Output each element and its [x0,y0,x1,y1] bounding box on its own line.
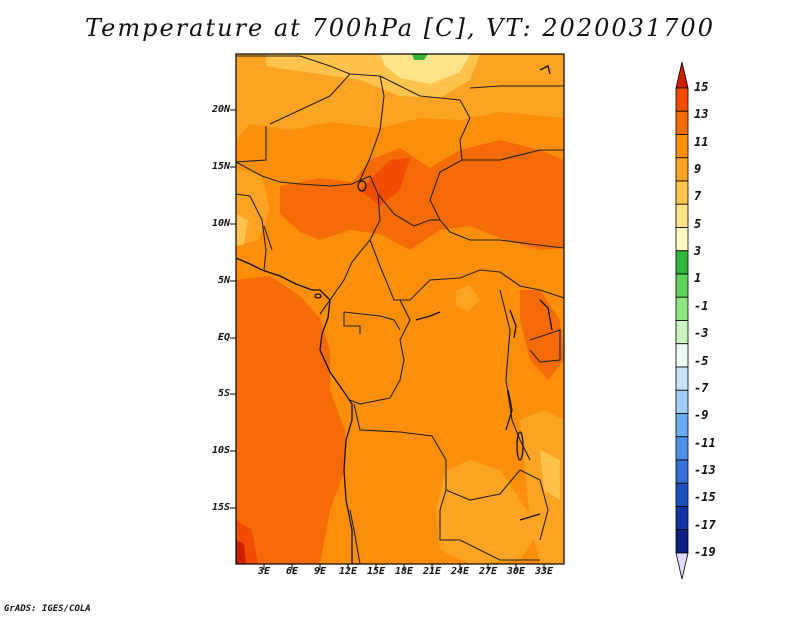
lon-label-12e: 12E [338,566,358,577]
colorbar-label: -5 [694,353,709,368]
lon-label-3e: 3E [257,566,271,577]
colorbar-label: -1 [694,298,709,313]
lon-label-18e: 18E [394,566,414,577]
colorbar-label: 5 [694,216,702,231]
colorbar-box [675,157,689,182]
colorbar-label: 3 [694,244,702,259]
colorbar-label: 7 [694,189,702,204]
colorbar [675,61,689,580]
lon-ticks [263,564,545,570]
lon-label-24e: 24E [450,566,470,577]
colorbar-box [675,250,689,275]
colorbar-label: 13 [694,107,709,122]
lon-label-33e: 33E [534,566,554,577]
colorbar-box [675,343,689,368]
lon-label-30e: 30E [506,566,526,577]
colorbar-box [675,273,689,298]
lon-label-9e: 9E [313,566,327,577]
colorbar-box [675,366,689,391]
colorbar-label: -17 [694,517,716,532]
colorbar-label: -7 [694,380,709,395]
lon-label-6e: 6E [285,566,299,577]
colorbar-box [675,529,689,554]
colorbar-label: -3 [694,326,709,341]
colorbar-box [675,459,689,484]
colorbar-box [675,296,689,321]
lat-label-10s: 10S [211,445,230,456]
colorbar-box [675,436,689,461]
colorbar-box [675,320,689,345]
plot-frame [235,53,565,565]
colorbar-label: -11 [694,435,716,450]
lon-label-15e: 15E [366,566,386,577]
lat-label-20n: 20N [211,104,230,115]
colorbar-box [675,87,689,112]
colorbar-label: 9 [694,162,702,177]
coastline [236,65,553,564]
colorbar-box [675,389,689,414]
colorbar-box [675,180,689,205]
map-title: Temperature at 700hPa [C], VT: 202003170… [85,14,715,42]
colorbar-top-triangle [675,61,689,89]
colorbar-label: 15 [694,80,709,94]
colorbar-label: -13 [694,462,716,477]
colorbar-box [675,482,689,507]
lat-label-5n: 5N [217,275,230,286]
country-borders [236,55,564,564]
colorbar-box [675,413,689,438]
lon-label-21e: 21E [422,566,442,577]
grads-credit: GrADS: IGES/COLA [4,604,91,614]
colorbar-box [675,506,689,531]
colorbar-box [675,134,689,159]
lat-label-5s: 5S [217,388,230,399]
colorbar-label: -15 [694,490,716,505]
colorbar-box [675,203,689,228]
lon-label-27e: 27E [478,566,498,577]
colorbar-label: 1 [694,271,702,286]
colorbar-label: -9 [694,408,709,423]
colorbar-label: 11 [694,134,709,149]
lat-label-15n: 15N [211,161,230,172]
colorbar-bottom-triangle [675,552,689,580]
lat-label-15s: 15S [211,502,230,513]
temperature-field [236,54,564,564]
colorbar-box [675,227,689,252]
colorbar-box [675,110,689,135]
lat-label-10n: 10N [211,218,230,229]
colorbar-label: -19 [694,545,716,559]
lat-label-eq: EQ [217,332,230,343]
lat-ticks [230,109,236,509]
